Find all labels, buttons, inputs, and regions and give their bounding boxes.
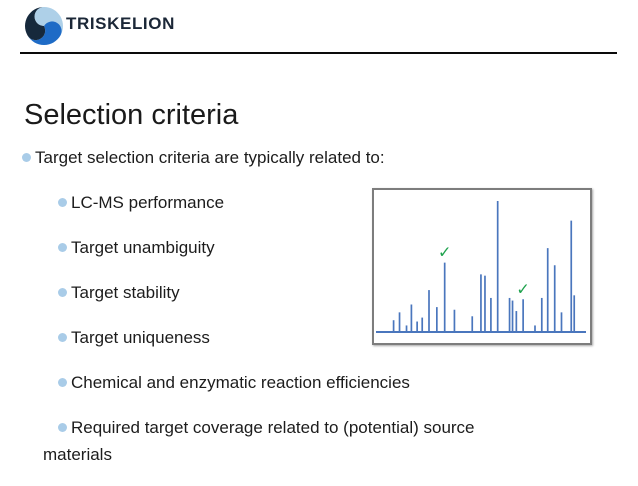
- bullet-text: Target stability: [71, 283, 180, 302]
- bullet-item: Chemical and enzymatic reaction efficien…: [43, 369, 638, 396]
- slide-header: TRISKELION: [0, 0, 638, 52]
- triskelion-logo-icon: [25, 7, 63, 45]
- bullet-list: Target selection criteria are typically …: [0, 144, 638, 486]
- bullet-item: Target unambiguity: [43, 234, 638, 261]
- bullet-text: Target selection criteria are typically …: [35, 148, 385, 167]
- bullet-text: Chemical and enzymatic reaction efficien…: [71, 373, 410, 392]
- brand-name: TRISKELION: [66, 14, 175, 33]
- bullet-text: Required target coverage related to (pot…: [71, 418, 475, 437]
- bullet-icon: [58, 378, 67, 387]
- bullet-text: LC-MS performance: [71, 193, 225, 212]
- checkmark-icon: ✓: [516, 281, 529, 298]
- bullet-icon: [58, 423, 67, 432]
- bullet-item: LC-MS performance: [43, 189, 638, 216]
- bullet-icon: [58, 333, 67, 342]
- bullet-icon: [58, 288, 67, 297]
- bullet-text-wrap: materials: [43, 445, 112, 464]
- bullet-item: Target stability: [43, 279, 638, 306]
- checkmark-icon: ✓: [438, 245, 451, 262]
- bullet-icon: [58, 243, 67, 252]
- bullet-item: Target uniqueness: [43, 324, 638, 351]
- bullet-text: Target uniqueness: [71, 328, 210, 347]
- bullet-icon: [58, 198, 67, 207]
- bullet-text: Target unambiguity: [71, 238, 215, 257]
- bullet-item-intro: Target selection criteria are typically …: [22, 144, 638, 171]
- bullet-item: Required target coverage related to (pot…: [43, 414, 638, 468]
- spectrum-chart: ✓ ✓: [372, 188, 592, 345]
- bullet-icon: [22, 153, 31, 162]
- header-divider: [20, 52, 617, 54]
- page-title: Selection criteria: [24, 99, 239, 132]
- spectrum-svg: ✓✓: [376, 201, 586, 333]
